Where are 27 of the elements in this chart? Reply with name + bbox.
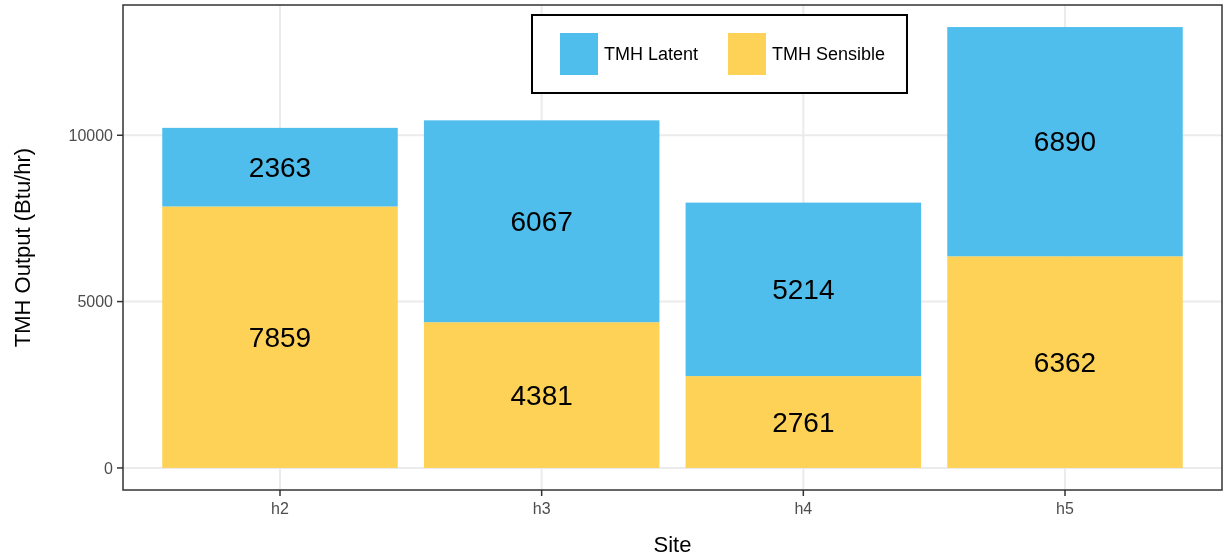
bar (685, 376, 922, 468)
bar (947, 256, 1183, 468)
x-tick-label: h5 (1056, 500, 1074, 517)
data-label: 5214 (772, 274, 835, 306)
data-label: 6890 (1033, 126, 1097, 158)
x-axis-title: Site (653, 532, 692, 557)
legend-label: TMH Latent (604, 44, 699, 65)
x-tick-label: h4 (794, 500, 813, 517)
y-axis-title: TMH Output (Btu/hr) (10, 147, 35, 348)
bar (423, 322, 660, 468)
legend-label: TMH Sensible (772, 44, 886, 65)
data-label: 2761 (772, 406, 835, 438)
y-tick-label: 10000 (68, 126, 114, 144)
bar (947, 27, 1183, 257)
data-label: 6362 (1033, 346, 1097, 378)
bar (162, 127, 398, 207)
data-label: 6067 (510, 206, 573, 238)
data-label: 7859 (248, 322, 312, 354)
bar (162, 206, 398, 468)
y-tick-label: 0 (104, 459, 114, 477)
data-label: 4381 (510, 379, 573, 411)
data-label: 2363 (248, 151, 312, 183)
y-tick-label: 5000 (77, 293, 114, 311)
bar (423, 120, 660, 323)
bar (685, 202, 922, 377)
x-tick-label: h2 (271, 500, 289, 517)
x-tick-label: h3 (532, 500, 551, 517)
